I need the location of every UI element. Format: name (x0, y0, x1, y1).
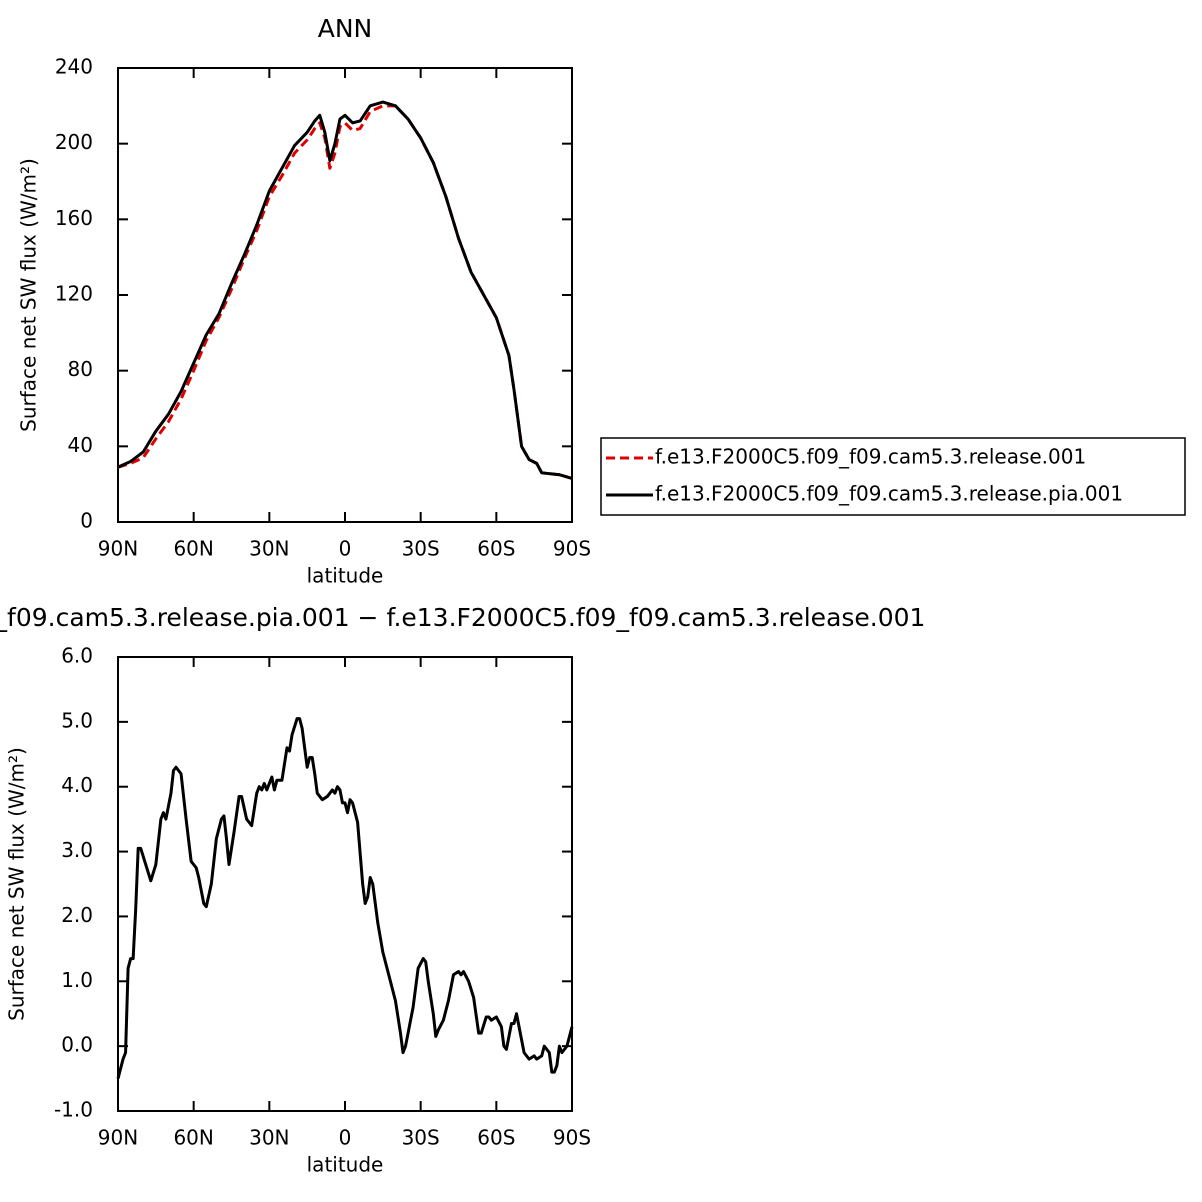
x-tick-label: 90N (98, 537, 138, 561)
y-tick-label: 40 (68, 433, 93, 457)
chart-title: ANN (318, 14, 373, 43)
x-tick-label: 30N (249, 537, 289, 561)
y-tick-label: 4.0 (61, 773, 93, 797)
y-axis-label: Surface net SW flux (W/m²) (17, 158, 41, 432)
y-tick-label: 200 (55, 130, 93, 154)
y-tick-label: 3.0 (61, 838, 93, 862)
y-tick-label: 240 (55, 55, 93, 79)
y-tick-label: 80 (68, 357, 93, 381)
x-axis-label: latitude (307, 1153, 384, 1177)
x-tick-label: 60S (477, 537, 515, 561)
x-tick-label: 0 (339, 537, 352, 561)
legend-label: f.e13.F2000C5.f09_f09.cam5.3.release.pia… (655, 482, 1123, 506)
y-axis-label: Surface net SW flux (W/m²) (5, 747, 29, 1021)
x-tick-label: 60N (173, 1126, 213, 1150)
chart-title: f.e13.F2000C5.f09_f09.cam5.3.release.pia… (0, 603, 925, 632)
y-tick-label: 6.0 (61, 644, 93, 668)
plot-frame (117, 67, 573, 523)
x-tick-label: 60S (477, 1126, 515, 1150)
series-line (117, 100, 573, 480)
y-tick-label: -1.0 (54, 1098, 93, 1122)
y-tick-label: 5.0 (61, 708, 93, 732)
legend-label: f.e13.F2000C5.f09_f09.cam5.3.release.001 (655, 445, 1086, 469)
y-tick-label: 2.0 (61, 903, 93, 927)
x-tick-label: 90S (553, 537, 591, 561)
series-line (117, 104, 573, 480)
y-tick-label: 160 (55, 206, 93, 230)
x-tick-label: 60N (173, 537, 213, 561)
y-tick-label: 0.0 (61, 1033, 93, 1057)
x-tick-label: 30S (402, 537, 440, 561)
legend-box (600, 437, 1186, 516)
y-tick-label: 0 (80, 509, 93, 533)
y-tick-label: 120 (55, 282, 93, 306)
x-tick-label: 90S (553, 1126, 591, 1150)
y-tick-label: 1.0 (61, 968, 93, 992)
series-line (116, 717, 574, 1079)
x-tick-label: 90N (98, 1126, 138, 1150)
x-tick-label: 0 (339, 1126, 352, 1150)
x-tick-label: 30N (249, 1126, 289, 1150)
x-axis-label: latitude (307, 564, 384, 588)
x-tick-label: 30S (402, 1126, 440, 1150)
